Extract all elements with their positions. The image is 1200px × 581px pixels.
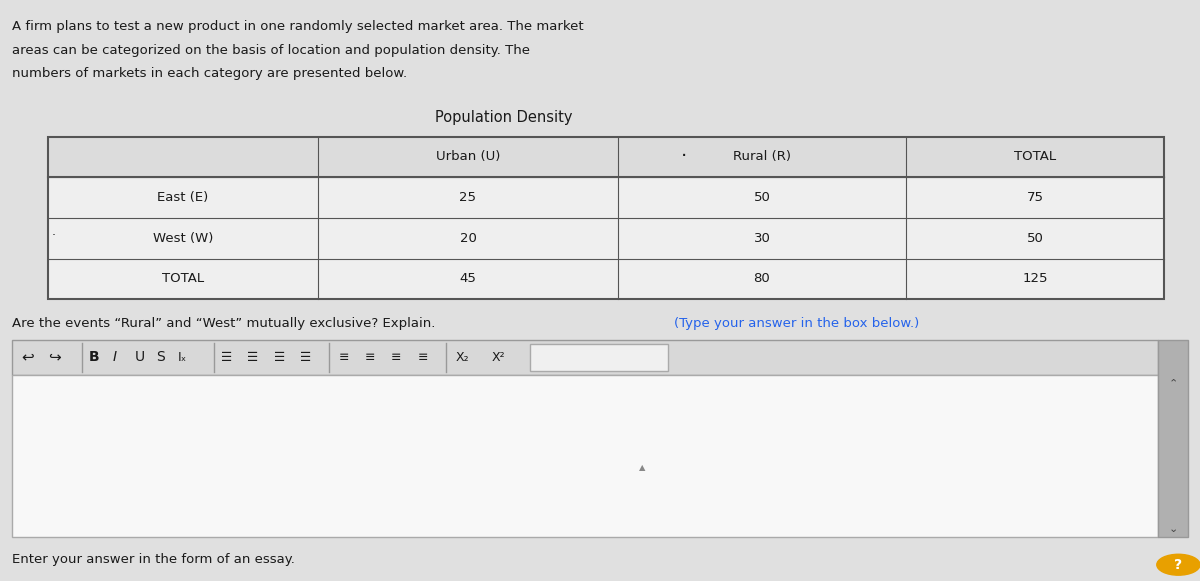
Text: I: I	[113, 350, 116, 364]
Text: areas can be categorized on the basis of location and population density. The: areas can be categorized on the basis of…	[12, 44, 530, 56]
Text: S: S	[156, 350, 164, 364]
Text: ↩: ↩	[22, 350, 35, 365]
Bar	[618, 177, 906, 218]
Text: ·: ·	[52, 229, 55, 242]
Text: ≡: ≡	[365, 351, 376, 364]
Text: Insert Formula: Insert Formula	[557, 351, 642, 364]
Bar	[906, 177, 1164, 218]
Text: 125: 125	[1022, 272, 1048, 285]
Text: ☰: ☰	[247, 351, 258, 364]
Bar	[618, 259, 906, 299]
Text: 20: 20	[460, 232, 476, 245]
Bar	[906, 259, 1164, 299]
Bar	[48, 177, 318, 218]
Bar	[48, 259, 318, 299]
Text: ⌃: ⌃	[1169, 378, 1177, 389]
Text: U: U	[134, 350, 144, 364]
Text: ·: ·	[680, 148, 688, 166]
Bar	[618, 137, 906, 177]
Bar	[618, 218, 906, 259]
Text: ⌄: ⌄	[1169, 523, 1177, 534]
Bar	[530, 344, 668, 371]
Text: Are the events “Rural” and “West” mutually exclusive? Explain.: Are the events “Rural” and “West” mutual…	[12, 317, 439, 329]
Text: 75: 75	[1026, 191, 1044, 204]
Text: X₂: X₂	[456, 351, 469, 364]
Text: ≡: ≡	[338, 351, 349, 364]
Circle shape	[1157, 554, 1200, 575]
Bar	[1158, 340, 1188, 537]
Text: Rural (R): Rural (R)	[733, 150, 791, 163]
Text: ☰: ☰	[300, 351, 311, 364]
Text: 45: 45	[460, 272, 476, 285]
Text: Population Density: Population Density	[436, 110, 572, 125]
Text: 80: 80	[754, 272, 770, 285]
Bar	[318, 137, 618, 177]
Text: West (W): West (W)	[152, 232, 214, 245]
Text: 25: 25	[460, 191, 476, 204]
Bar	[318, 218, 618, 259]
Text: Enter your answer in the form of an essay.: Enter your answer in the form of an essa…	[12, 553, 295, 566]
Text: Iₓ: Iₓ	[178, 351, 187, 364]
Text: ≡: ≡	[418, 351, 428, 364]
Text: ☰: ☰	[274, 351, 284, 364]
Bar	[48, 218, 318, 259]
Bar	[12, 375, 1158, 537]
Text: X²: X²	[492, 351, 505, 364]
Text: (Type your answer in the box below.): (Type your answer in the box below.)	[674, 317, 919, 329]
Text: numbers of markets in each category are presented below.: numbers of markets in each category are …	[12, 67, 407, 80]
Bar	[12, 340, 1158, 375]
Text: TOTAL: TOTAL	[1014, 150, 1056, 163]
Text: Urban (U): Urban (U)	[436, 150, 500, 163]
Bar	[906, 137, 1164, 177]
Text: A firm plans to test a new product in one randomly selected market area. The mar: A firm plans to test a new product in on…	[12, 20, 583, 33]
Text: ≡: ≡	[391, 351, 402, 364]
Text: ?: ?	[1175, 558, 1182, 572]
Text: TOTAL: TOTAL	[162, 272, 204, 285]
Bar	[48, 137, 1164, 299]
Text: ☰: ☰	[221, 351, 232, 364]
Text: ▲: ▲	[638, 463, 646, 472]
Bar	[318, 177, 618, 218]
Text: ↪: ↪	[48, 350, 61, 365]
Bar	[318, 259, 618, 299]
Text: 50: 50	[754, 191, 770, 204]
Bar	[48, 137, 318, 177]
Text: East (E): East (E)	[157, 191, 209, 204]
Bar	[906, 218, 1164, 259]
Text: B: B	[89, 350, 100, 364]
Text: 30: 30	[754, 232, 770, 245]
Text: 50: 50	[1026, 232, 1044, 245]
